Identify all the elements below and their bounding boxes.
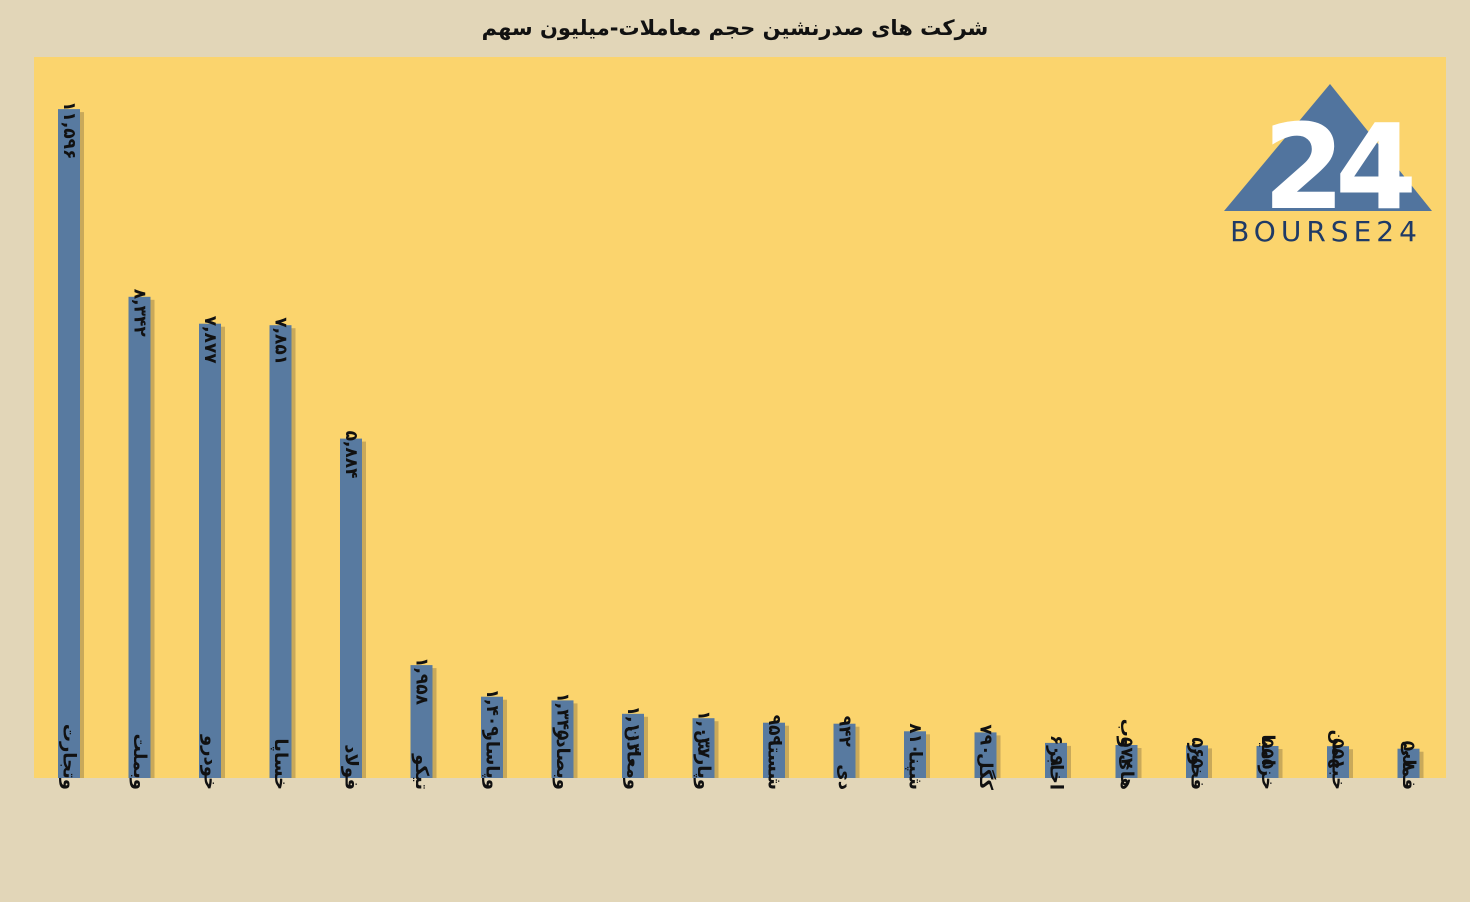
triangle-24-logo-icon <box>1224 84 1432 211</box>
category-label: خودرو <box>200 734 221 790</box>
data-label: ۵۰۸ <box>1399 741 1419 773</box>
category-label: وپارس <box>693 730 714 790</box>
bar <box>269 325 292 778</box>
bar <box>551 700 574 778</box>
category-label: ومعادن <box>623 726 644 790</box>
category-label: فولاد <box>341 744 362 790</box>
category-label: اخابر <box>1046 745 1067 790</box>
bar <box>692 718 715 778</box>
category-label: دی <box>834 764 855 790</box>
data-label: ۱۱,۵۹۶ <box>59 101 79 159</box>
data-label: ۹۴۲ <box>835 716 855 748</box>
logo-text: BOURSE24 <box>1230 215 1422 248</box>
bourse24-logo: 24 BOURSE24 <box>1224 84 1432 248</box>
bar <box>622 713 644 778</box>
category-label: فملی <box>1398 741 1419 790</box>
bar <box>1045 742 1067 778</box>
category-label: شپنا <box>905 751 926 790</box>
bar <box>481 696 503 778</box>
category-label: وپاسار <box>482 729 503 790</box>
bar <box>974 732 997 778</box>
bars-group: ۱۱,۵۹۶ وتجارت ۸,۳۴۲ وبملت ۷,۸۷۷ خودرو ۷,۸۵۱ خسا… <box>58 101 1424 791</box>
category-label: های وب <box>1116 719 1137 790</box>
category-label: شستا <box>764 740 785 790</box>
data-label: ۶۰۹ <box>1046 735 1066 767</box>
category-label: خساپا <box>270 738 291 790</box>
data-label: ۷,۸۷۷ <box>200 316 220 365</box>
category-label: وتجارت <box>59 724 80 790</box>
data-label: ۷۹۰ <box>976 724 996 755</box>
data-label: ۵۵۱ <box>1328 738 1348 769</box>
bar <box>128 296 151 778</box>
bar <box>1256 746 1279 778</box>
bar <box>199 323 221 778</box>
category-label: کگل <box>975 753 997 791</box>
category-label: تیکو <box>411 753 432 790</box>
data-label: ۹۵۹ <box>764 715 784 747</box>
bar <box>1397 748 1420 778</box>
bar <box>340 438 362 778</box>
data-label: ۱,۱۱۳ <box>623 706 643 755</box>
bar <box>1115 745 1138 778</box>
bar <box>904 731 926 778</box>
data-label: ۱,۹۵۸ <box>412 657 432 706</box>
data-label: ۷,۸۵۱ <box>271 317 291 365</box>
bar <box>763 722 785 778</box>
data-label: ۸۱۰ <box>905 723 925 754</box>
data-label: ۱,۴۰۹ <box>482 689 502 738</box>
category-label: وبصادر <box>552 727 573 790</box>
category-label: خبهمن <box>1328 730 1349 790</box>
data-label: ۸,۳۴۲ <box>130 289 150 338</box>
data-label: ۱,۳۴۵ <box>553 692 573 740</box>
data-label: ۵۶۵ <box>1187 737 1207 768</box>
category-label: فخوز <box>1187 743 1208 790</box>
category-label: خزامیا <box>1257 734 1278 790</box>
plot-area <box>34 57 1446 778</box>
logo-mark: 24 <box>1263 98 1412 236</box>
data-label: ۱,۰۳۷ <box>694 710 714 759</box>
data-label: ۵,۸۸۴ <box>341 431 361 479</box>
bar <box>1327 746 1349 778</box>
bar <box>58 109 80 779</box>
bar <box>410 665 433 778</box>
chart-title: شرکت های صدرنشین حجم معاملات-میلیون سهم <box>481 16 989 40</box>
data-label: ۵۵۵ <box>1258 738 1278 769</box>
data-label: ۵۷۲ <box>1117 737 1137 769</box>
bar <box>833 723 856 778</box>
category-label: وبملت <box>129 734 150 790</box>
bar <box>1186 745 1208 778</box>
